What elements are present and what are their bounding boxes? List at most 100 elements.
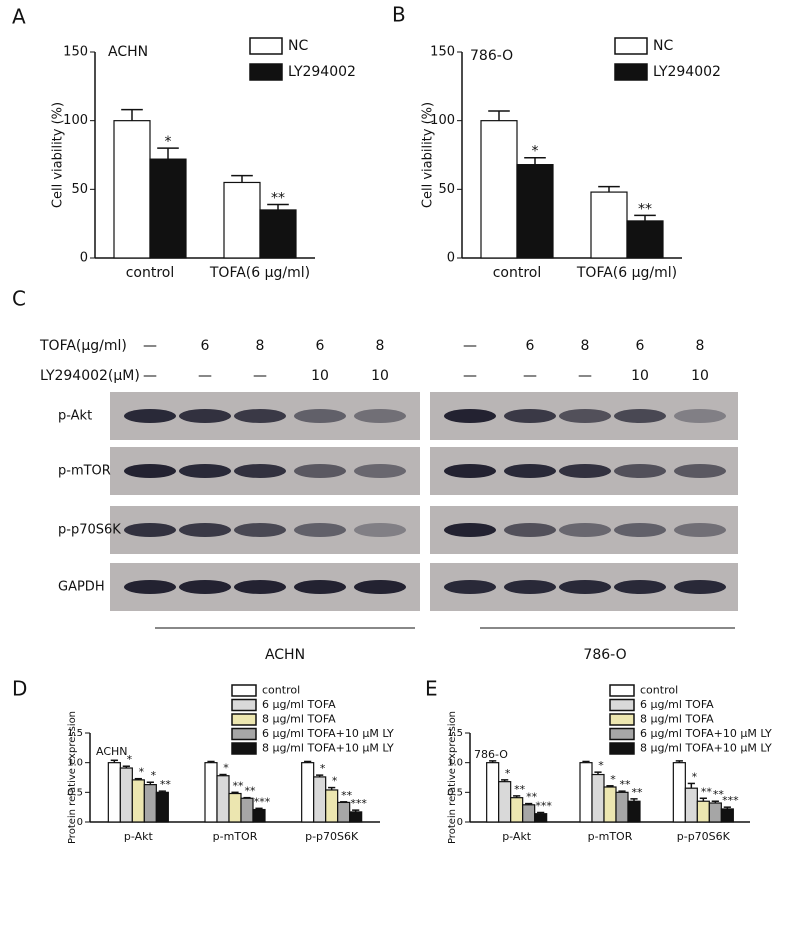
y-tick-label: 50 xyxy=(438,182,455,197)
tofa-dose: 8 xyxy=(376,338,385,354)
band xyxy=(124,580,176,594)
bar xyxy=(534,813,548,823)
band xyxy=(614,580,666,594)
y-tick-label: 100 xyxy=(63,113,88,128)
band xyxy=(124,523,176,537)
bar xyxy=(590,191,628,259)
legend-label: control xyxy=(262,684,300,697)
bar xyxy=(516,164,554,259)
row-label: p-Akt xyxy=(58,409,92,424)
ly-dose: — xyxy=(253,368,267,384)
significance: *** xyxy=(350,797,367,810)
significance: * xyxy=(505,767,511,780)
significance: *** xyxy=(535,800,552,813)
y-tick-label: 1.5 xyxy=(67,728,83,739)
significance: * xyxy=(151,769,157,782)
significance: * xyxy=(532,144,539,160)
band xyxy=(559,523,611,537)
bar xyxy=(223,181,261,259)
legend-label: 6 μg/ml TOFA xyxy=(640,698,714,711)
bar xyxy=(708,802,722,823)
significance: ** xyxy=(271,190,285,206)
tofa-dose: 6 xyxy=(316,338,325,354)
band xyxy=(234,580,286,594)
significance: ** xyxy=(638,201,652,217)
legend-swatch xyxy=(609,684,635,697)
legend-label: 8 μg/ml TOFA+10 μM LY xyxy=(640,742,772,755)
significance: * xyxy=(320,762,326,775)
band xyxy=(124,464,176,478)
significance: ** xyxy=(514,783,526,796)
legend-label: 8 μg/ml TOFA xyxy=(640,713,714,726)
y-tick-label: 50 xyxy=(71,182,88,197)
y-axis-label: Protein relative expression xyxy=(67,711,78,844)
significance: * xyxy=(127,753,133,766)
bar xyxy=(131,779,145,823)
row-label: p-p70S6K xyxy=(58,523,121,538)
y-tick-label: 0 xyxy=(77,817,83,828)
significance: ** xyxy=(160,778,172,791)
significance: * xyxy=(332,775,338,788)
band xyxy=(444,464,496,478)
bar xyxy=(240,797,254,823)
y-tick-label: 1.0 xyxy=(67,758,83,769)
y-tick-label: 100 xyxy=(430,113,455,128)
legend-swatch xyxy=(609,698,635,712)
legend-swatch xyxy=(231,713,257,726)
bar xyxy=(486,762,500,823)
band xyxy=(234,409,286,423)
band xyxy=(674,523,726,537)
band xyxy=(294,409,346,423)
ly-dose: — xyxy=(578,368,592,384)
tofa-dose: 6 xyxy=(636,338,645,354)
cell-line: 786-O xyxy=(583,647,626,663)
ly-dose: — xyxy=(198,368,212,384)
significance: ** xyxy=(341,789,353,802)
band xyxy=(614,409,666,423)
bar xyxy=(143,784,157,823)
ly-dose: 10 xyxy=(631,368,649,384)
x-tick-label: TOFA(6 μg/ml) xyxy=(576,265,677,281)
x-tick-label: control xyxy=(493,265,542,281)
x-tick-label: p-mTOR xyxy=(213,830,258,843)
bar xyxy=(216,775,230,823)
significance: * xyxy=(223,762,229,775)
band xyxy=(294,580,346,594)
ly-dose: 10 xyxy=(691,368,709,384)
band xyxy=(444,580,496,594)
tofa-dose: 8 xyxy=(696,338,705,354)
panel-letter: D xyxy=(12,677,27,701)
annotation: 786-O xyxy=(474,748,508,761)
bar xyxy=(626,220,664,259)
significance: * xyxy=(165,134,172,150)
significance: ** xyxy=(701,785,713,798)
legend-label: 8 μg/ml TOFA+10 μM LY xyxy=(262,742,394,755)
bar xyxy=(252,808,266,823)
legend-swatch xyxy=(249,63,283,81)
band xyxy=(179,523,231,537)
ly-dose: — xyxy=(523,368,537,384)
ly-dose: 10 xyxy=(371,368,389,384)
legend-swatch xyxy=(609,742,635,755)
bar xyxy=(498,781,512,823)
significance: * xyxy=(598,759,604,772)
legend-swatch xyxy=(231,727,257,741)
bar xyxy=(349,811,363,823)
significance: ** xyxy=(233,779,245,792)
band xyxy=(179,464,231,478)
bar xyxy=(325,789,339,823)
bar xyxy=(615,791,629,823)
row-label: GAPDH xyxy=(58,580,105,595)
legend-label: 6 μg/ml TOFA+10 μM LY xyxy=(640,727,772,740)
y-tick-label: 0 xyxy=(457,817,463,828)
band xyxy=(354,409,406,423)
annotation: ACHN xyxy=(108,44,148,60)
ly-dose: — xyxy=(463,368,477,384)
band xyxy=(674,409,726,423)
bar xyxy=(627,800,641,823)
bar xyxy=(684,787,698,823)
legend-swatch xyxy=(231,742,257,755)
bar xyxy=(603,786,617,823)
legend-label: NC xyxy=(653,38,673,54)
